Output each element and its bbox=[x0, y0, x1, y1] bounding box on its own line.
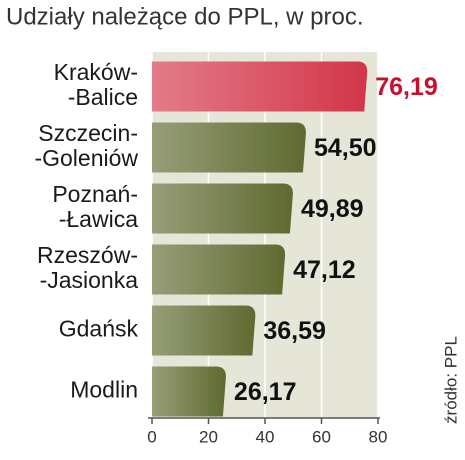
value-label: 36,59 bbox=[263, 317, 326, 345]
y-tick-label: Szczecin- bbox=[38, 120, 138, 146]
y-tick-label: -Goleniów bbox=[34, 145, 138, 171]
x-tick-label: 40 bbox=[256, 427, 275, 446]
x-tick-label: 80 bbox=[369, 427, 388, 446]
bar-shine bbox=[152, 61, 368, 112]
y-tick-label: -Ławica bbox=[59, 206, 138, 232]
value-label: 47,12 bbox=[293, 256, 356, 284]
bar-shine bbox=[152, 366, 226, 417]
chart-title: Udziały należące do PPL, w proc. bbox=[6, 3, 364, 30]
source-note: źródło: PPL bbox=[441, 336, 460, 424]
y-tick-label: -Balice bbox=[68, 84, 138, 110]
bar-shine bbox=[152, 244, 286, 295]
value-label: 54,50 bbox=[314, 134, 377, 162]
y-tick-label: -Jasionka bbox=[40, 267, 139, 293]
x-tick-label: 20 bbox=[199, 427, 218, 446]
bar-shine bbox=[152, 122, 306, 173]
y-tick-label: Modlin bbox=[70, 377, 138, 403]
bar-shine bbox=[152, 183, 293, 234]
value-label: 76,19 bbox=[375, 73, 438, 101]
y-tick-label: Rzeszów- bbox=[37, 242, 138, 268]
y-tick-label: Kraków- bbox=[54, 59, 138, 85]
value-label: 26,17 bbox=[234, 378, 297, 406]
value-label: 49,89 bbox=[301, 195, 364, 223]
bar-shine bbox=[152, 305, 256, 356]
y-tick-label: Gdańsk bbox=[59, 316, 139, 342]
x-tick-label: 0 bbox=[147, 427, 156, 446]
x-tick-label: 60 bbox=[312, 427, 331, 446]
y-tick-label: Poznań- bbox=[52, 181, 138, 207]
